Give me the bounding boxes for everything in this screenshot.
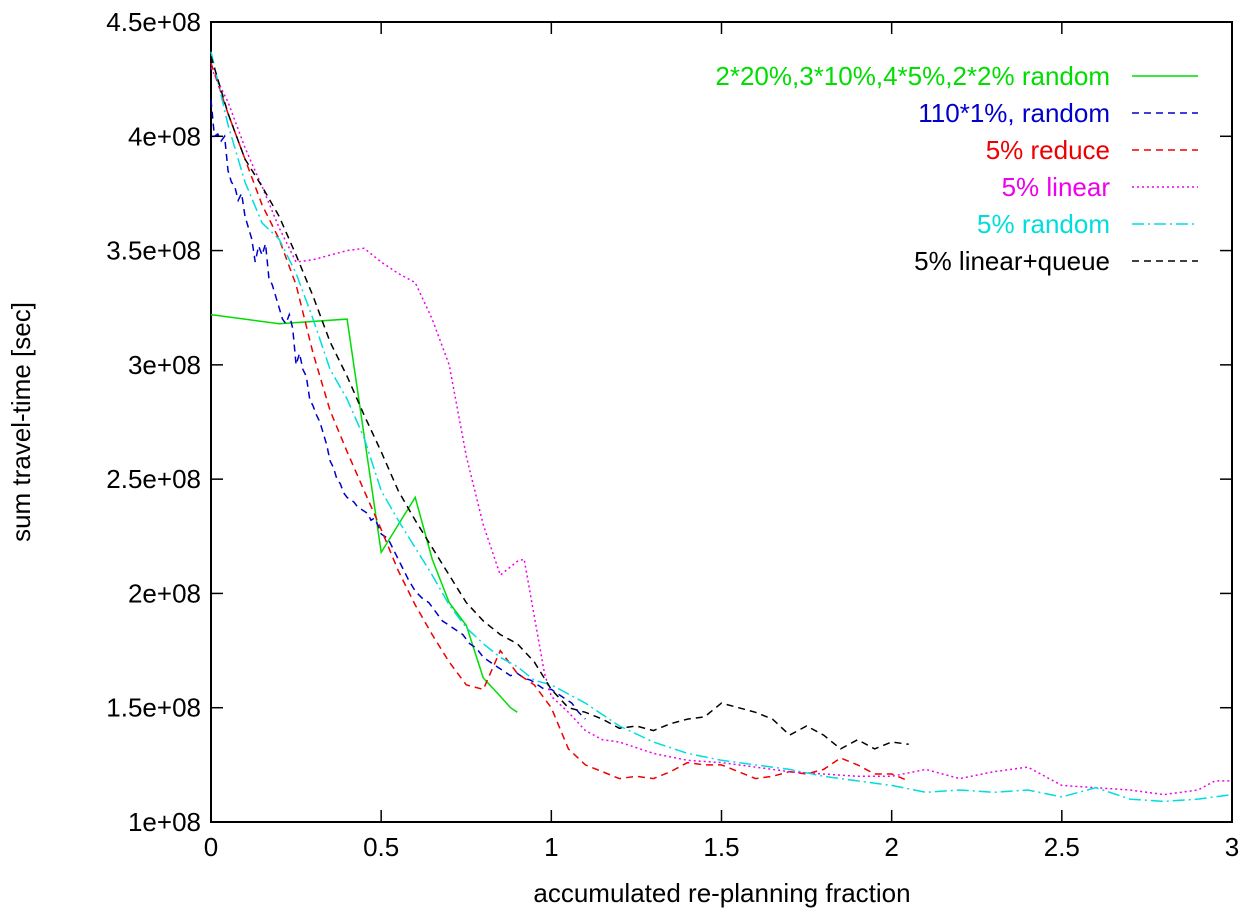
x-tick-label: 2.5 bbox=[1044, 832, 1080, 862]
x-tick-label: 0 bbox=[204, 832, 218, 862]
y-tick-label: 2.5e+08 bbox=[106, 464, 201, 494]
y-axis-ticks: 1e+08 1.5e+08 2e+08 2.5e+08 3e+08 3.5e+08 4e+0… bbox=[106, 7, 1232, 837]
y-tick-label: 1.5e+08 bbox=[106, 693, 201, 723]
series-line bbox=[210, 62, 909, 782]
y-tick-label: 1e+08 bbox=[128, 807, 201, 837]
series-layer bbox=[210, 51, 1233, 803]
x-tick-label: 0.5 bbox=[363, 832, 399, 862]
series-line bbox=[210, 56, 909, 750]
y-tick-label: 2e+08 bbox=[128, 578, 201, 608]
legend-label: 5% random bbox=[977, 209, 1110, 239]
legend-label: 5% linear bbox=[1002, 172, 1111, 202]
y-tick-label: 3.5e+08 bbox=[106, 236, 201, 266]
y-tick-label: 4e+08 bbox=[128, 121, 201, 151]
y-axis-label: sum travel-time [sec] bbox=[6, 302, 36, 542]
x-axis-ticks: 0 0.5 1 1.5 2 2.5 3 bbox=[204, 22, 1239, 862]
legend: 2*20%,3*10%,4*5%,2*2% random 110*1%, rand… bbox=[715, 61, 1198, 276]
legend-label: 5% linear+queue bbox=[914, 246, 1110, 276]
y-tick-label: 4.5e+08 bbox=[106, 7, 201, 37]
x-tick-label: 3 bbox=[1225, 832, 1239, 862]
series-line bbox=[210, 313, 518, 713]
series-line bbox=[210, 51, 1233, 803]
x-tick-label: 1.5 bbox=[703, 832, 739, 862]
x-axis-label: accumulated re-planning fraction bbox=[533, 878, 910, 908]
x-tick-label: 2 bbox=[884, 832, 898, 862]
legend-label: 2*20%,3*10%,4*5%,2*2% random bbox=[715, 61, 1110, 91]
legend-label: 110*1%, random bbox=[918, 98, 1110, 128]
series-line bbox=[210, 99, 586, 720]
legend-label: 5% reduce bbox=[986, 135, 1110, 165]
series-line bbox=[210, 67, 1232, 796]
x-tick-label: 1 bbox=[544, 832, 558, 862]
y-tick-label: 3e+08 bbox=[128, 350, 201, 380]
